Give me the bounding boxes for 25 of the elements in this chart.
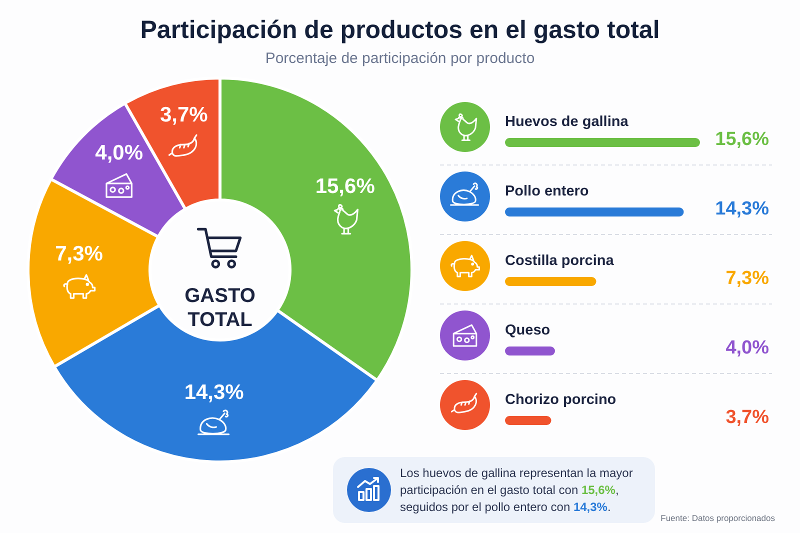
- bar: [505, 416, 552, 425]
- data-label: 7,3%: [726, 268, 770, 289]
- y-tick-label: Huevos de gallina: [505, 114, 630, 130]
- bar: [505, 208, 684, 216]
- data-label: 7,3%: [55, 242, 104, 266]
- data-label: 15,6%: [715, 129, 770, 150]
- data-label: 3,7%: [726, 407, 770, 428]
- bar: [505, 346, 555, 356]
- y-tick-label: Costilla porcina: [505, 253, 615, 269]
- y-tick-label: Chorizo porcino: [505, 392, 616, 408]
- bar: [505, 138, 700, 147]
- data-label: 4,0%: [726, 338, 770, 358]
- source-note: Fuente: Datos proporcionados: [660, 513, 775, 523]
- text: Los huevos de gallina representan la mayor participación en el gasto total con 15,6%, seguidos por el pollo entero con 14,3%.: [400, 466, 633, 514]
- data-label: 4,0%: [95, 142, 144, 165]
- y-tick-label: Pollo entero: [505, 184, 589, 200]
- data-label: 14,3%: [715, 198, 770, 220]
- text: GASTO TOTAL: [184, 285, 256, 331]
- data-label: 15,6%: [315, 174, 376, 198]
- data-label: 3,7%: [160, 104, 208, 127]
- y-tick-label: Queso: [505, 322, 550, 338]
- chart-subtitle: Porcentaje de participación por producto: [265, 50, 535, 67]
- chart-title: Participación de productos en el gasto total: [140, 16, 660, 44]
- bar: [505, 277, 596, 286]
- data-label: 14,3%: [184, 380, 244, 404]
